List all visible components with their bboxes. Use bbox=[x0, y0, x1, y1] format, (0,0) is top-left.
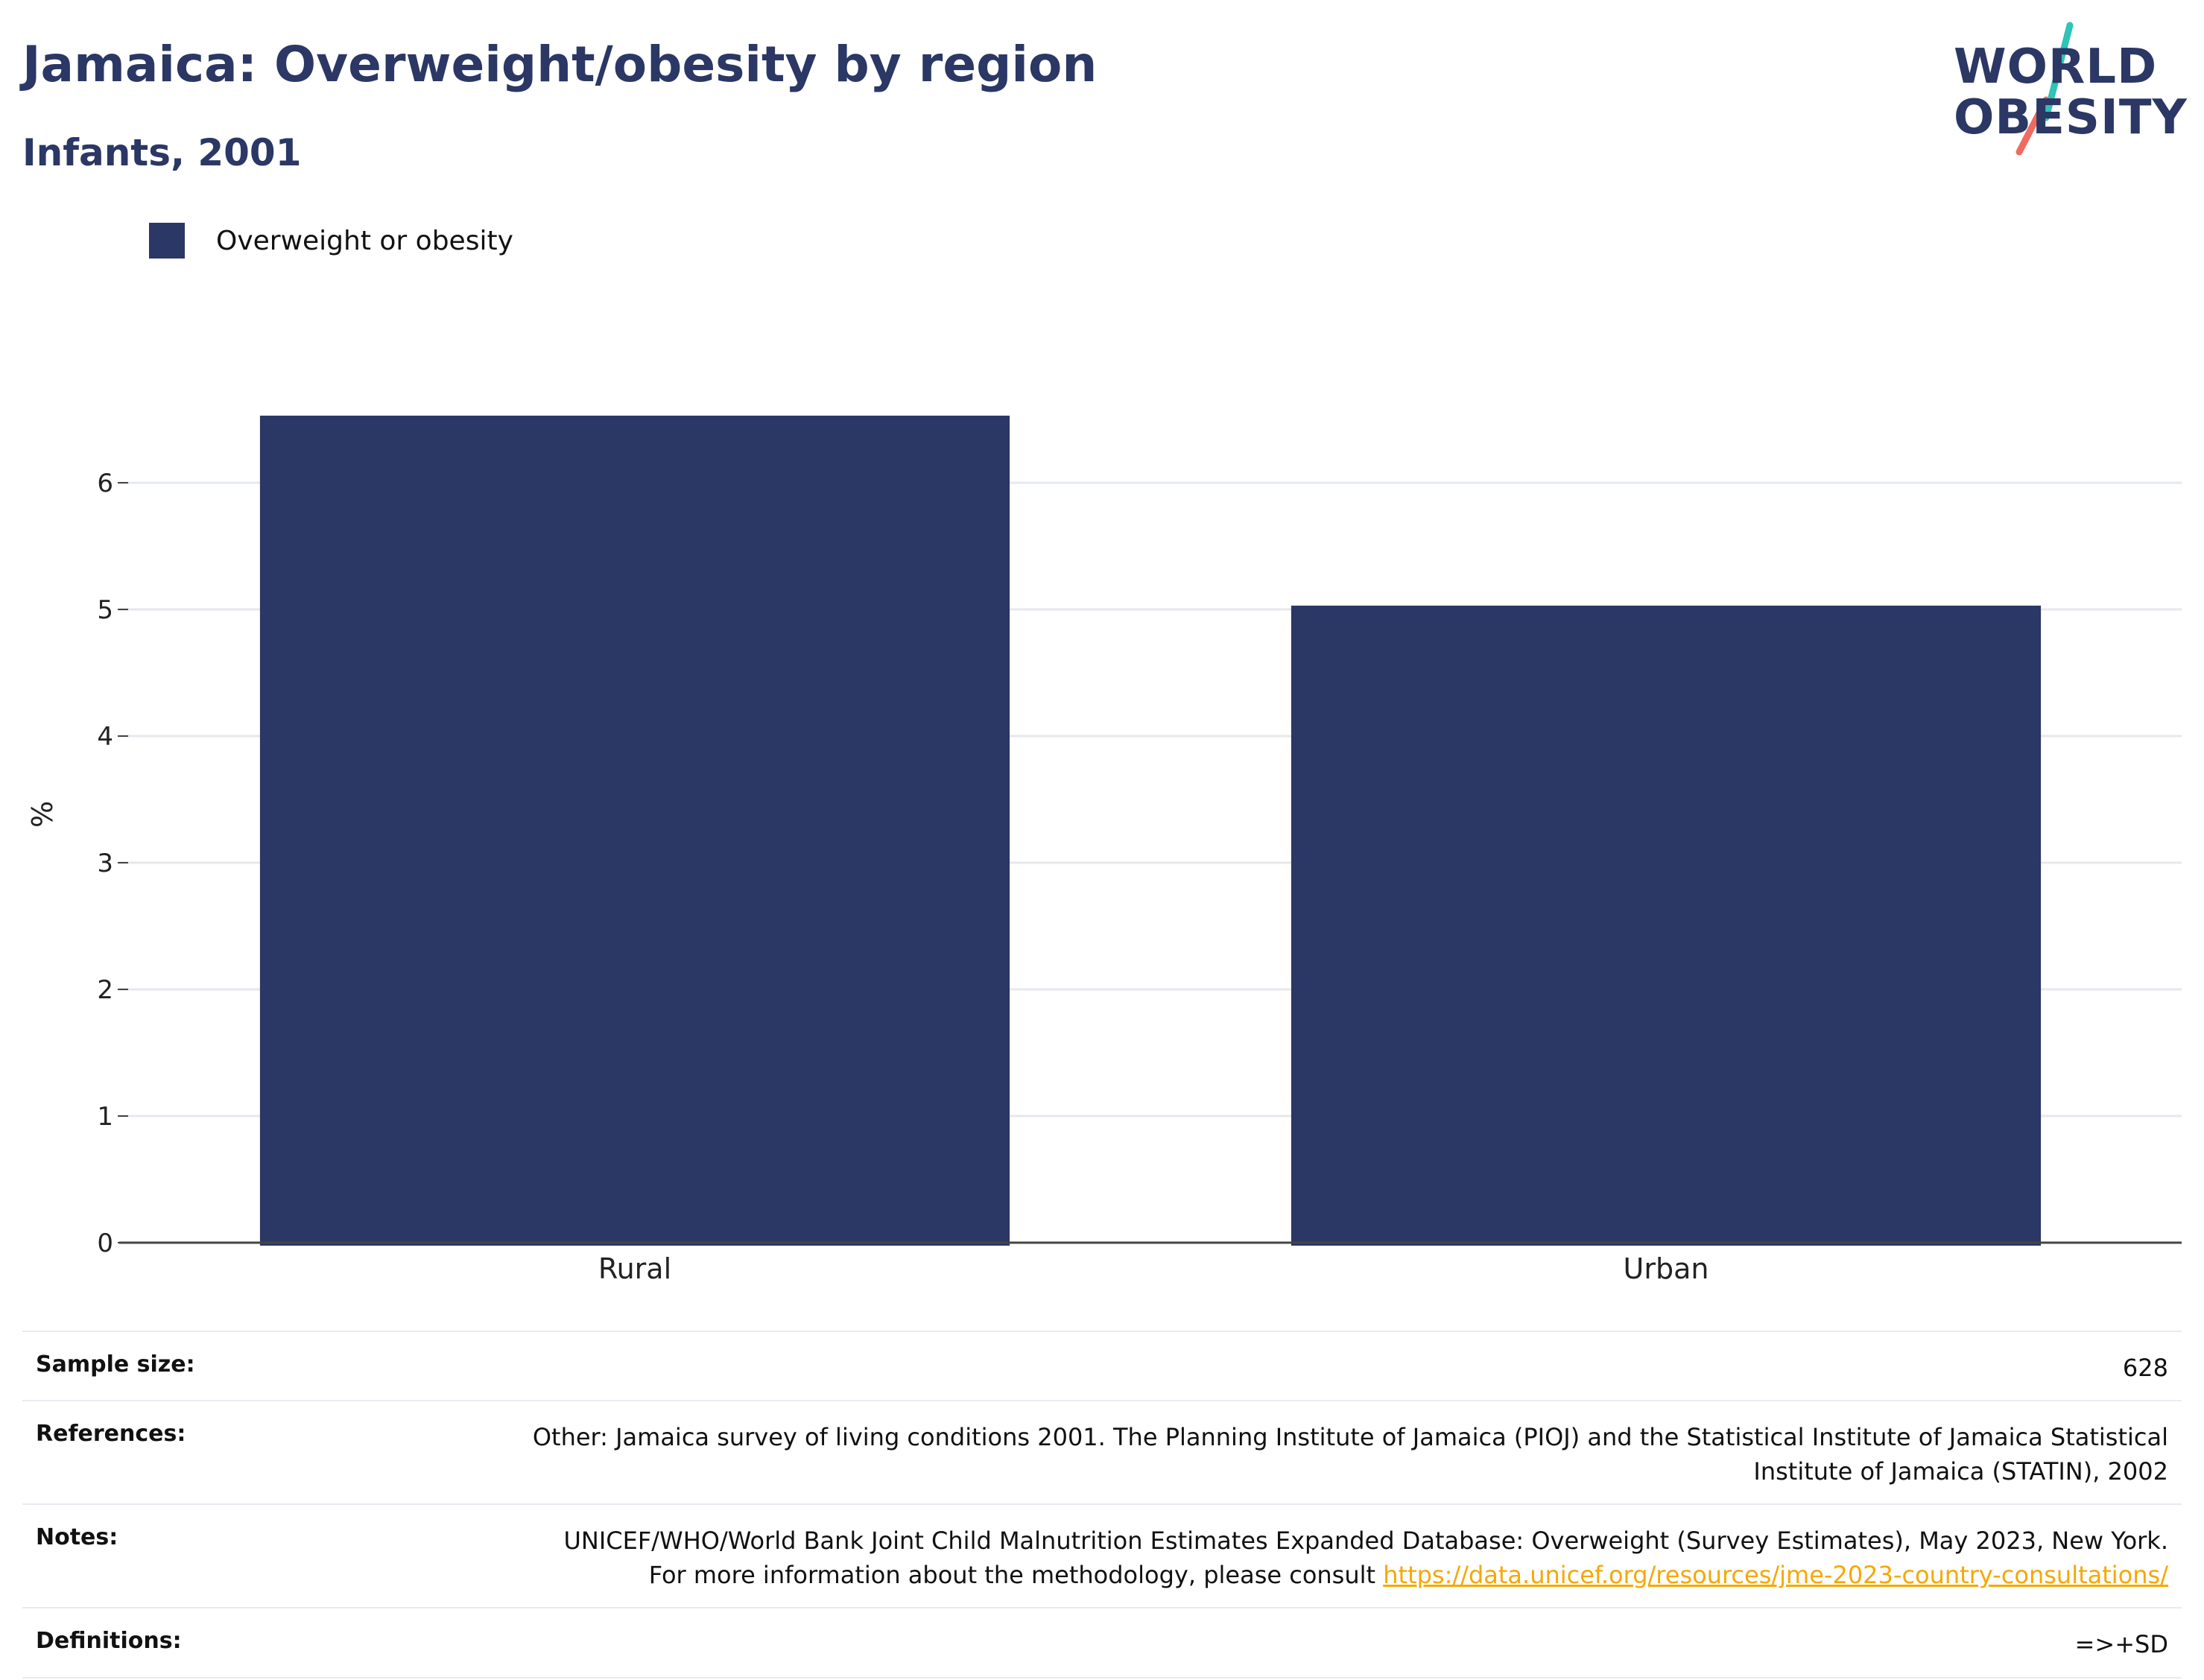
info-value: =>+SD bbox=[2074, 1630, 2168, 1659]
info-label: Notes: bbox=[36, 1524, 118, 1551]
y-tick-label: 1 bbox=[97, 1102, 113, 1132]
bar-urban bbox=[1291, 605, 2042, 1246]
chart-subtitle: Infants, 2001 bbox=[22, 131, 302, 174]
logo-text-line2: OBESITY bbox=[1954, 90, 2188, 145]
logo-slash-icon bbox=[2015, 22, 2074, 156]
legend-swatch bbox=[149, 223, 185, 259]
info-table: Sample size: 628 References: Other: Jama… bbox=[22, 1331, 2182, 1679]
y-tick-label: 6 bbox=[97, 469, 113, 498]
x-tick-label: Rural bbox=[598, 1252, 671, 1285]
y-tick-label: 4 bbox=[97, 722, 113, 752]
notes-text: UNICEF/WHO/World Bank Joint Child Malnut… bbox=[563, 1527, 2169, 1589]
bar-rural bbox=[259, 415, 1010, 1246]
info-row-sample-size: Sample size: 628 bbox=[22, 1331, 2182, 1400]
info-label: References: bbox=[36, 1421, 186, 1448]
methodology-link[interactable]: https://data.unicef.org/resources/jme-20… bbox=[1383, 1560, 2168, 1589]
y-tick-label: 0 bbox=[97, 1229, 113, 1258]
x-tick-label: Urban bbox=[1624, 1252, 1709, 1285]
info-value: 628 bbox=[2122, 1354, 2168, 1382]
legend: Overweight or obesity bbox=[149, 222, 513, 259]
info-row-notes: Notes: UNICEF/WHO/World Bank Joint Child… bbox=[22, 1503, 2182, 1607]
info-row-references: References: Other: Jamaica survey of liv… bbox=[22, 1400, 2182, 1503]
logo-text-line1: WORLD bbox=[1954, 39, 2158, 95]
y-tick-label: 3 bbox=[97, 849, 113, 878]
legend-label: Overweight or obesity bbox=[216, 225, 513, 256]
world-obesity-logo: WORLD OBESITY bbox=[1937, 21, 2191, 162]
y-tick-label: 5 bbox=[97, 595, 113, 625]
info-row-definitions: Definitions: =>+SD bbox=[22, 1607, 2182, 1679]
info-label: Definitions: bbox=[36, 1628, 182, 1655]
info-value: Other: Jamaica survey of living conditio… bbox=[532, 1423, 2168, 1486]
y-axis-label: % bbox=[26, 801, 59, 828]
y-tick-label: 2 bbox=[97, 975, 113, 1005]
info-label: Sample size: bbox=[36, 1351, 195, 1378]
bar-chart: 0 1 2 3 4 5 6 Rural Urban% bbox=[26, 415, 2182, 1285]
chart-title: Jamaica: Overweight/obesity by region bbox=[22, 36, 1098, 93]
info-value: UNICEF/WHO/World Bank Joint Child Malnut… bbox=[529, 1524, 2169, 1592]
